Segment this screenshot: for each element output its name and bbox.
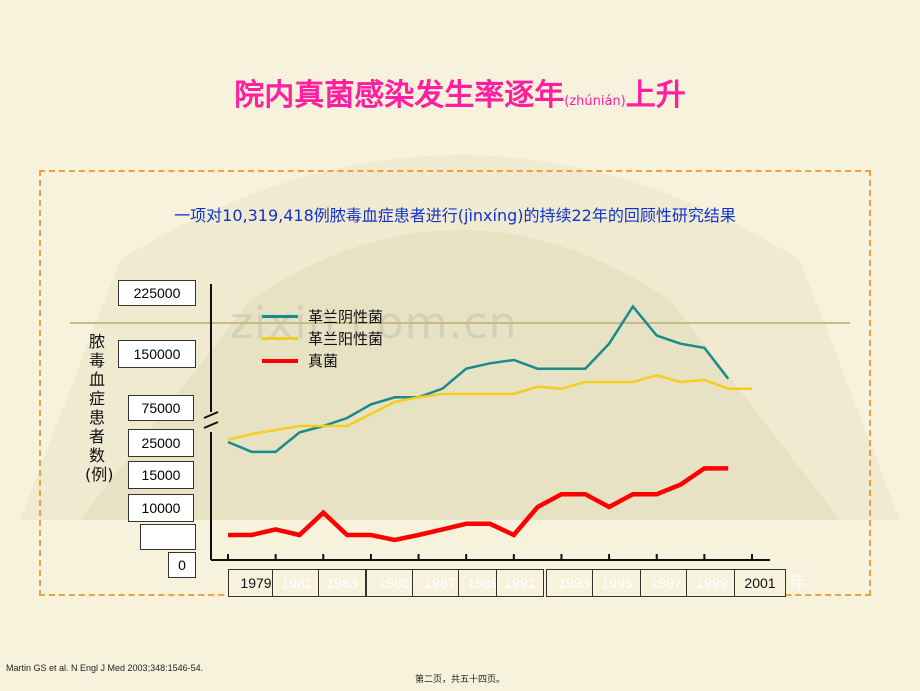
divider-line <box>70 322 850 324</box>
y-tick-label: 75000 <box>128 395 194 421</box>
x-tick-label: 1999 <box>686 569 738 597</box>
legend-swatch <box>262 359 298 363</box>
page-number: 第二页，共五十四页。 <box>414 675 505 685</box>
y-tick-label: 225000 <box>118 280 196 306</box>
x-tick-label: 1983 <box>318 569 366 597</box>
series-line <box>227 304 730 454</box>
legend-label: 革兰阳性菌 <box>308 330 384 348</box>
legend-swatch <box>262 315 298 318</box>
x-axis-unit: 年 <box>790 572 807 591</box>
y-tick-label: 150000 <box>118 340 196 368</box>
y-axis-label: 脓毒血症患者数(例) <box>85 332 114 484</box>
x-tick-label: 1991 <box>496 569 544 597</box>
x-tick-label: 1981 <box>272 569 322 597</box>
title-main: 院内真菌感染发生率逐年 <box>234 78 565 113</box>
x-tick-label: 1997 <box>640 569 692 597</box>
y-tick-label: 10000 <box>128 494 194 522</box>
x-tick-label: 1995 <box>592 569 642 597</box>
title-end: 上升 <box>625 78 686 113</box>
citation: Martin GS et al. N Engl J Med 2003;348:1… <box>6 663 204 673</box>
slide-title: 院内真菌感染发生率逐年(zhúnián)上升 <box>0 70 920 114</box>
y-tick-label: 0 <box>168 552 196 578</box>
legend-label: 真菌 <box>308 352 339 370</box>
y-tick-label: 15000 <box>128 461 194 489</box>
y-tick-label: 5000 <box>140 524 196 550</box>
legend-swatch <box>262 337 298 340</box>
x-tick-label: 2001 <box>734 569 786 597</box>
legend-label: 革兰阴性菌 <box>308 308 384 326</box>
y-tick-label: 25000 <box>128 429 194 457</box>
axis-break-mark <box>203 411 219 429</box>
chart-subtitle: 一项对10,319,418例脓毒血症患者进行(jìnxíng)的持续22年的回顾… <box>174 206 736 225</box>
series-line <box>227 374 752 441</box>
title-pinyin: (zhúnián) <box>564 94 626 109</box>
series-line <box>228 466 729 543</box>
